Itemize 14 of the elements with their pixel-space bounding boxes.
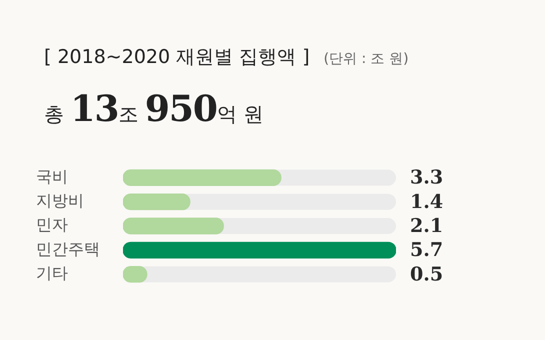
chart-title: [ 2018~2020 재원별 집행액 ] [44, 45, 310, 70]
data-label: 5.7 [410, 239, 444, 262]
text: 총 13조 950억 원 [44, 88, 264, 130]
y-tick-label: 국비 [36, 166, 68, 186]
y-tick-label: 지방비 [36, 190, 84, 210]
data-label: 1.4 [410, 190, 444, 213]
y-tick-label: 민자 [36, 215, 68, 234]
chart-subtitle: (단위 : 조 원) [324, 50, 409, 68]
data-label: 0.5 [410, 263, 444, 286]
data-label: 3.3 [410, 166, 444, 189]
bar [123, 194, 190, 210]
y-tick-label: 민간주택 [36, 239, 100, 258]
y-tick-label: 기타 [36, 263, 68, 282]
data-label: 2.1 [410, 214, 444, 237]
